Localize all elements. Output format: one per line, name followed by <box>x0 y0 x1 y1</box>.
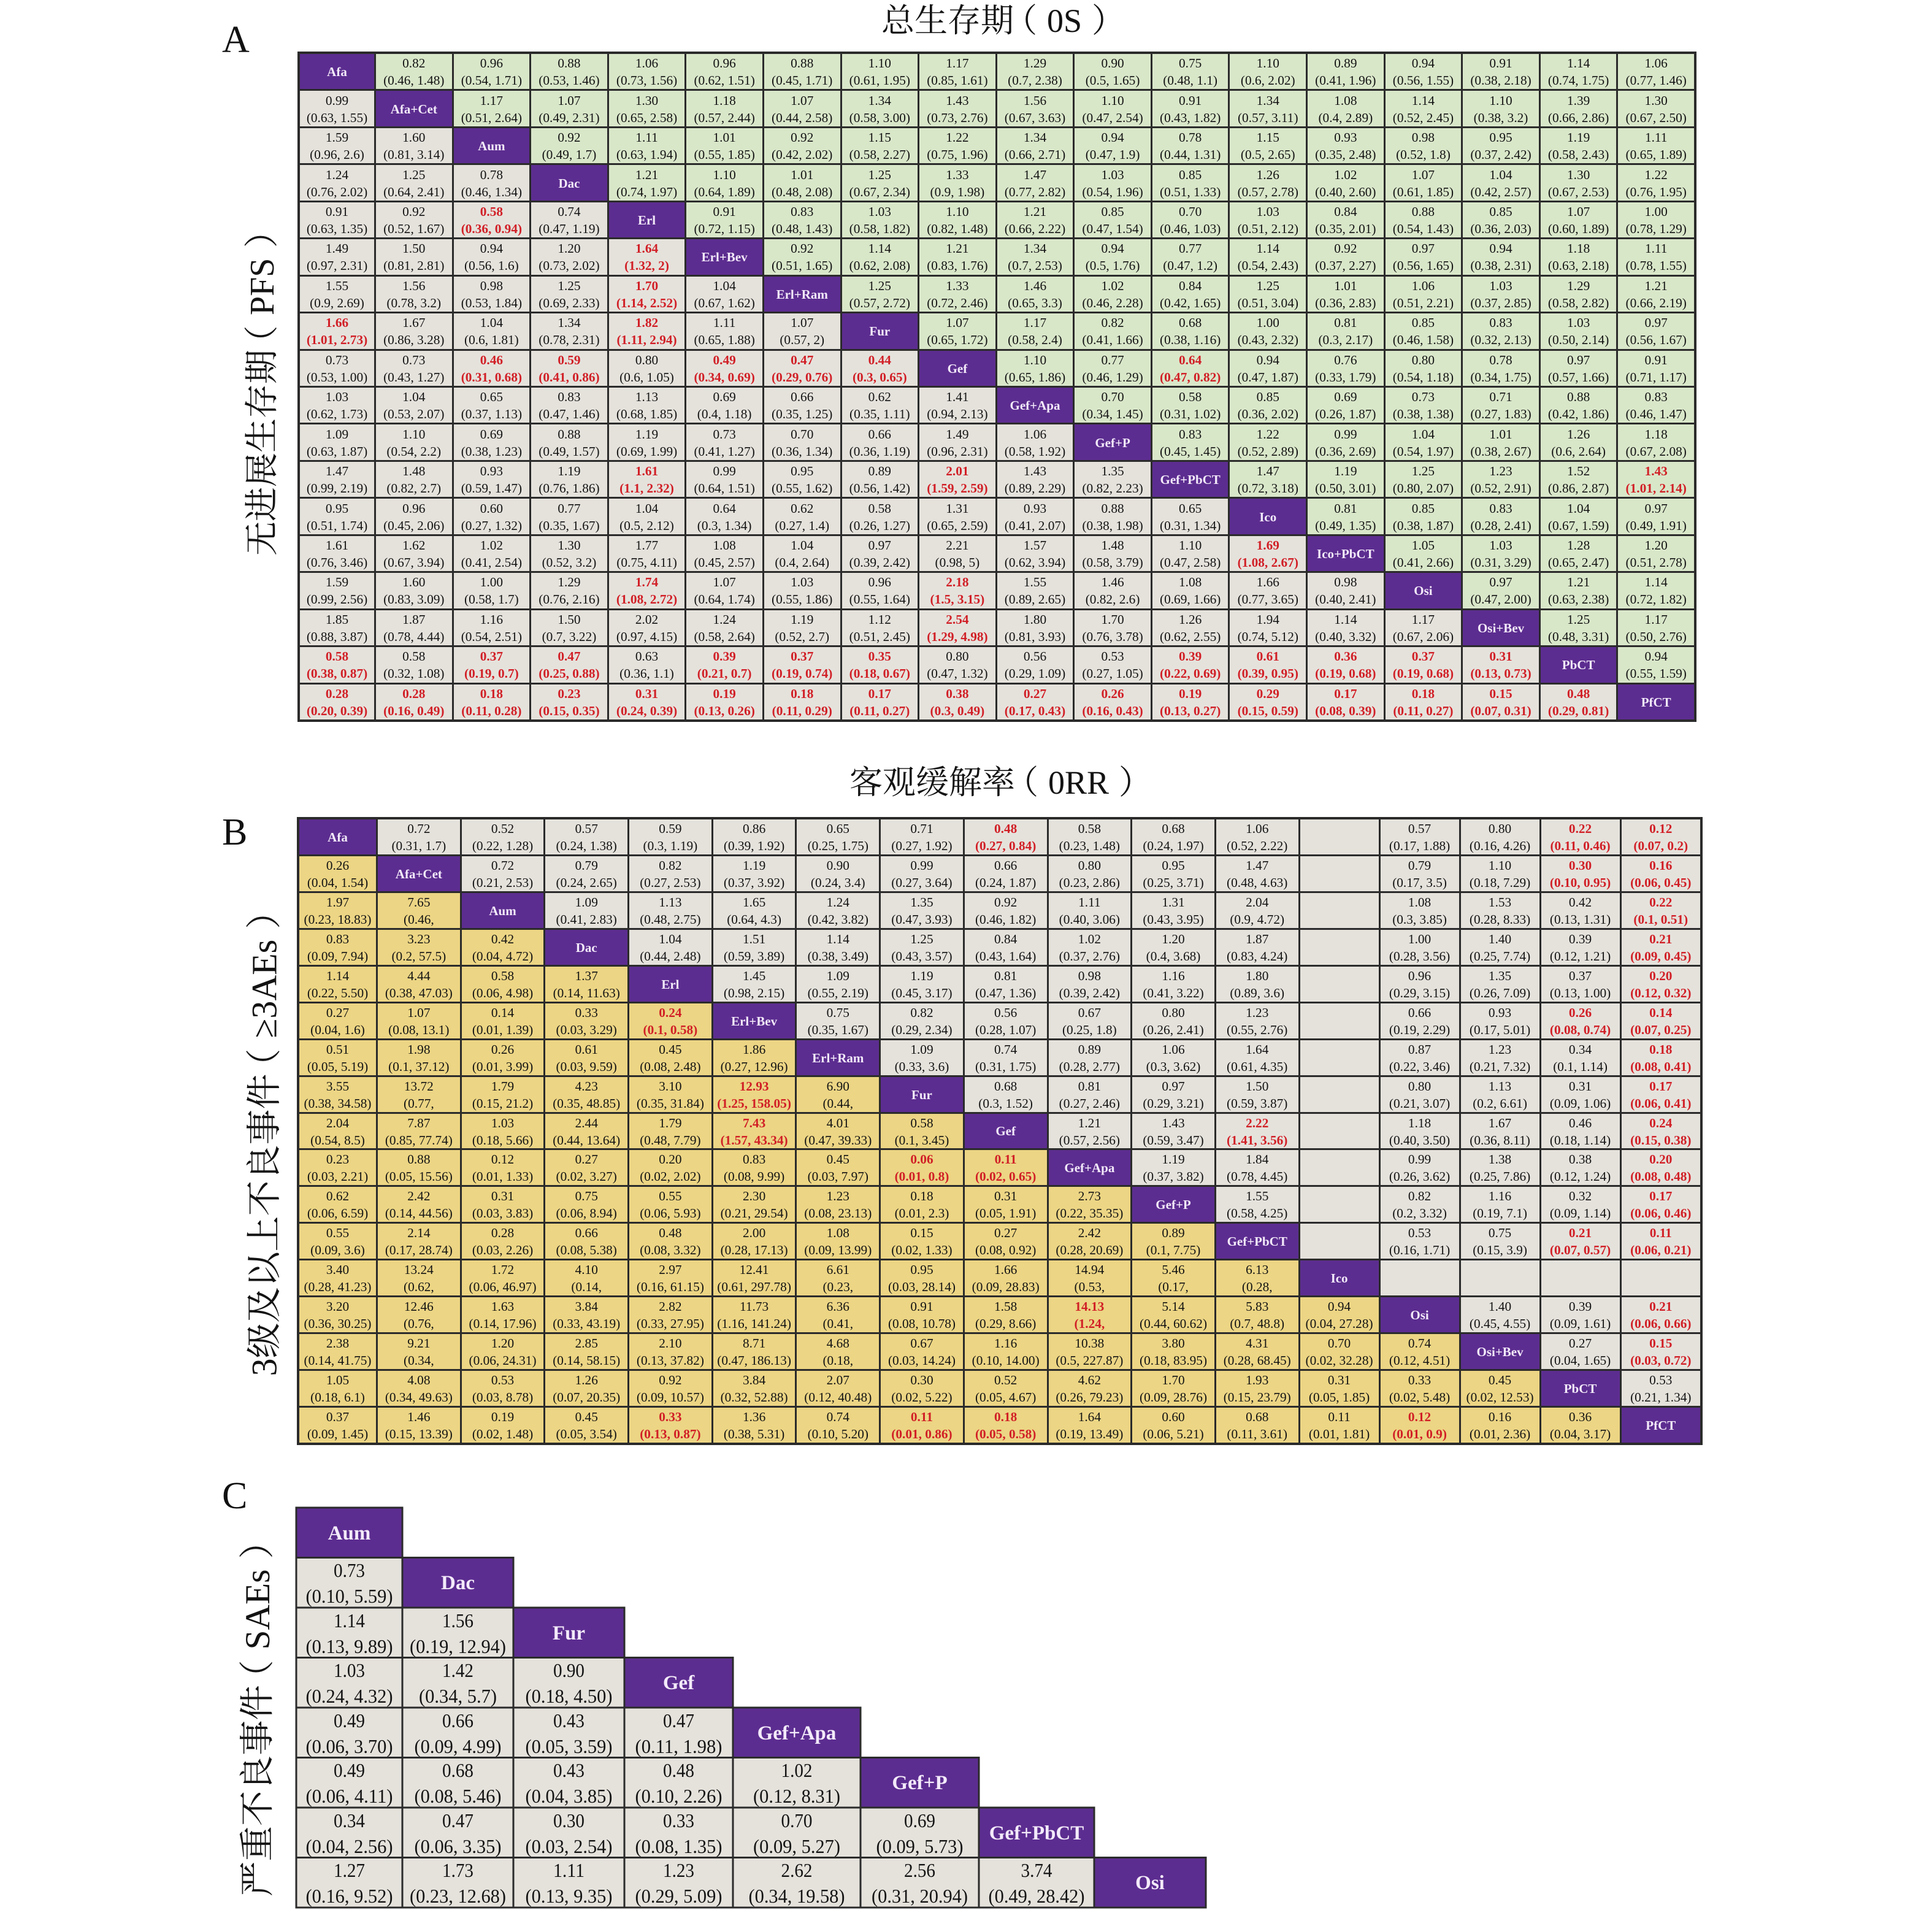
svg-text:≥3AEs: ≥3AEs <box>244 940 284 1038</box>
svg-text:Fur: Fur <box>553 1622 585 1644</box>
svg-text:Gef+Apa: Gef+Apa <box>757 1722 837 1744</box>
svg-text:0.43: 0.43 <box>553 1759 585 1781</box>
svg-text:(0.04, 2.56): (0.04, 2.56) <box>306 1835 393 1857</box>
svg-text:0.43: 0.43 <box>553 1709 585 1732</box>
svg-text:(0.10, 5.59): (0.10, 5.59) <box>306 1585 393 1607</box>
svg-text:0.33: 0.33 <box>663 1809 694 1831</box>
svg-text:0S: 0S <box>1047 2 1082 39</box>
svg-text:1.02: 1.02 <box>781 1759 813 1781</box>
svg-text:(0.06, 3.70): (0.06, 3.70) <box>306 1735 393 1757</box>
svg-text:1.23: 1.23 <box>663 1859 694 1881</box>
svg-text:(0.49, 28.42): (0.49, 28.42) <box>989 1885 1085 1907</box>
svg-text:0RR: 0RR <box>1048 764 1109 801</box>
svg-text:(0.34, 5.7): (0.34, 5.7) <box>419 1685 497 1707</box>
svg-text:(0.04, 3.85): (0.04, 3.85) <box>526 1785 613 1807</box>
svg-text:1.56: 1.56 <box>442 1609 473 1632</box>
svg-text:(0.18, 4.50): (0.18, 4.50) <box>526 1685 613 1707</box>
svg-text:0.34: 0.34 <box>334 1809 365 1831</box>
svg-text:0.70: 0.70 <box>781 1809 813 1831</box>
svg-text:(0.23, 12.68): (0.23, 12.68) <box>410 1885 506 1907</box>
svg-text:Osi: Osi <box>1135 1872 1165 1894</box>
svg-text:0.30: 0.30 <box>553 1809 585 1831</box>
svg-text:(0.19, 12.94): (0.19, 12.94) <box>410 1635 506 1657</box>
svg-text:(0.10, 2.26): (0.10, 2.26) <box>635 1785 723 1807</box>
svg-text:0.69: 0.69 <box>904 1809 935 1831</box>
svg-text:0.47: 0.47 <box>442 1809 473 1831</box>
svg-text:(0.34, 19.58): (0.34, 19.58) <box>749 1885 845 1907</box>
svg-text:(0.03, 2.54): (0.03, 2.54) <box>526 1835 613 1857</box>
svg-text:Gef: Gef <box>663 1672 695 1694</box>
svg-text:(0.24, 4.32): (0.24, 4.32) <box>306 1685 393 1707</box>
svg-text:Dac: Dac <box>441 1572 475 1594</box>
svg-text:0.66: 0.66 <box>442 1709 473 1732</box>
svg-text:(0.09, 5.27): (0.09, 5.27) <box>753 1835 840 1857</box>
svg-text:0.90: 0.90 <box>553 1659 585 1681</box>
svg-text:0.68: 0.68 <box>442 1759 473 1781</box>
svg-text:(0.06, 3.35): (0.06, 3.35) <box>415 1835 502 1857</box>
svg-text:(0.05, 3.59): (0.05, 3.59) <box>526 1735 613 1757</box>
svg-text:(0.06, 4.11): (0.06, 4.11) <box>306 1785 393 1807</box>
svg-text:1.03: 1.03 <box>334 1659 365 1681</box>
svg-text:1.73: 1.73 <box>442 1859 473 1881</box>
svg-text:(0.13, 9.89): (0.13, 9.89) <box>306 1635 393 1657</box>
svg-text:3: 3 <box>244 1359 284 1376</box>
svg-text:1.42: 1.42 <box>442 1659 473 1681</box>
svg-text:(0.13, 9.35): (0.13, 9.35) <box>526 1885 613 1907</box>
svg-text:SAEs: SAEs <box>239 1569 277 1649</box>
svg-text:Gef+PbCT: Gef+PbCT <box>989 1822 1084 1844</box>
svg-text:(0.08, 1.35): (0.08, 1.35) <box>635 1835 723 1857</box>
svg-text:0.47: 0.47 <box>663 1709 694 1732</box>
svg-text:(0.08, 5.46): (0.08, 5.46) <box>415 1785 502 1807</box>
svg-text:1.11: 1.11 <box>553 1859 585 1881</box>
svg-text:(0.29, 5.09): (0.29, 5.09) <box>635 1885 723 1907</box>
svg-text:0.48: 0.48 <box>663 1759 694 1781</box>
svg-text:2.56: 2.56 <box>904 1859 935 1881</box>
svg-text:0.49: 0.49 <box>334 1709 365 1732</box>
svg-text:(0.16, 9.52): (0.16, 9.52) <box>306 1885 393 1907</box>
svg-text:(0.09, 5.73): (0.09, 5.73) <box>876 1835 964 1857</box>
svg-text:3.74: 3.74 <box>1021 1859 1052 1881</box>
svg-text:(0.09, 4.99): (0.09, 4.99) <box>415 1735 502 1757</box>
svg-text:1.14: 1.14 <box>334 1609 365 1632</box>
svg-text:(0.12, 8.31): (0.12, 8.31) <box>753 1785 840 1807</box>
svg-text:1.27: 1.27 <box>334 1859 365 1881</box>
svg-text:Aum: Aum <box>328 1522 371 1544</box>
svg-text:Gef+P: Gef+P <box>892 1772 947 1794</box>
svg-text:(0.11, 1.98): (0.11, 1.98) <box>635 1735 723 1757</box>
svg-text:(0.31, 20.94): (0.31, 20.94) <box>872 1885 968 1907</box>
svg-text:PFS: PFS <box>243 258 282 315</box>
svg-text:2.62: 2.62 <box>781 1859 813 1881</box>
svg-text:0.73: 0.73 <box>334 1559 365 1581</box>
svg-text:0.49: 0.49 <box>334 1759 365 1781</box>
